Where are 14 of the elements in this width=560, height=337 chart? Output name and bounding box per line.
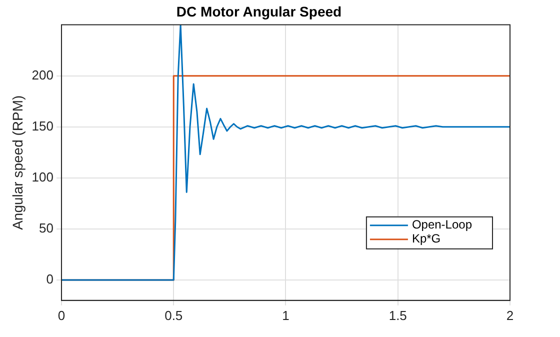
y-tick-label: 50 (39, 220, 54, 236)
chart-title: DC Motor Angular Speed (176, 3, 342, 20)
y-tick-label: 100 (32, 169, 54, 184)
legend-label: Kp*G (412, 232, 441, 246)
x-tick-label: 1 (282, 308, 290, 323)
legend-label: Open-Loop (412, 218, 472, 232)
x-tick-label: 0.5 (164, 308, 183, 323)
x-tick-label: 1.5 (388, 308, 407, 323)
y-tick-label: 200 (32, 67, 54, 82)
y-tick-label: 150 (32, 118, 54, 134)
x-tick-label: 2 (506, 308, 514, 323)
y-axis-title: Angular speed (RPM) (9, 95, 26, 230)
y-tick-label: 0 (46, 272, 54, 287)
x-tick-label: 0 (58, 308, 66, 323)
